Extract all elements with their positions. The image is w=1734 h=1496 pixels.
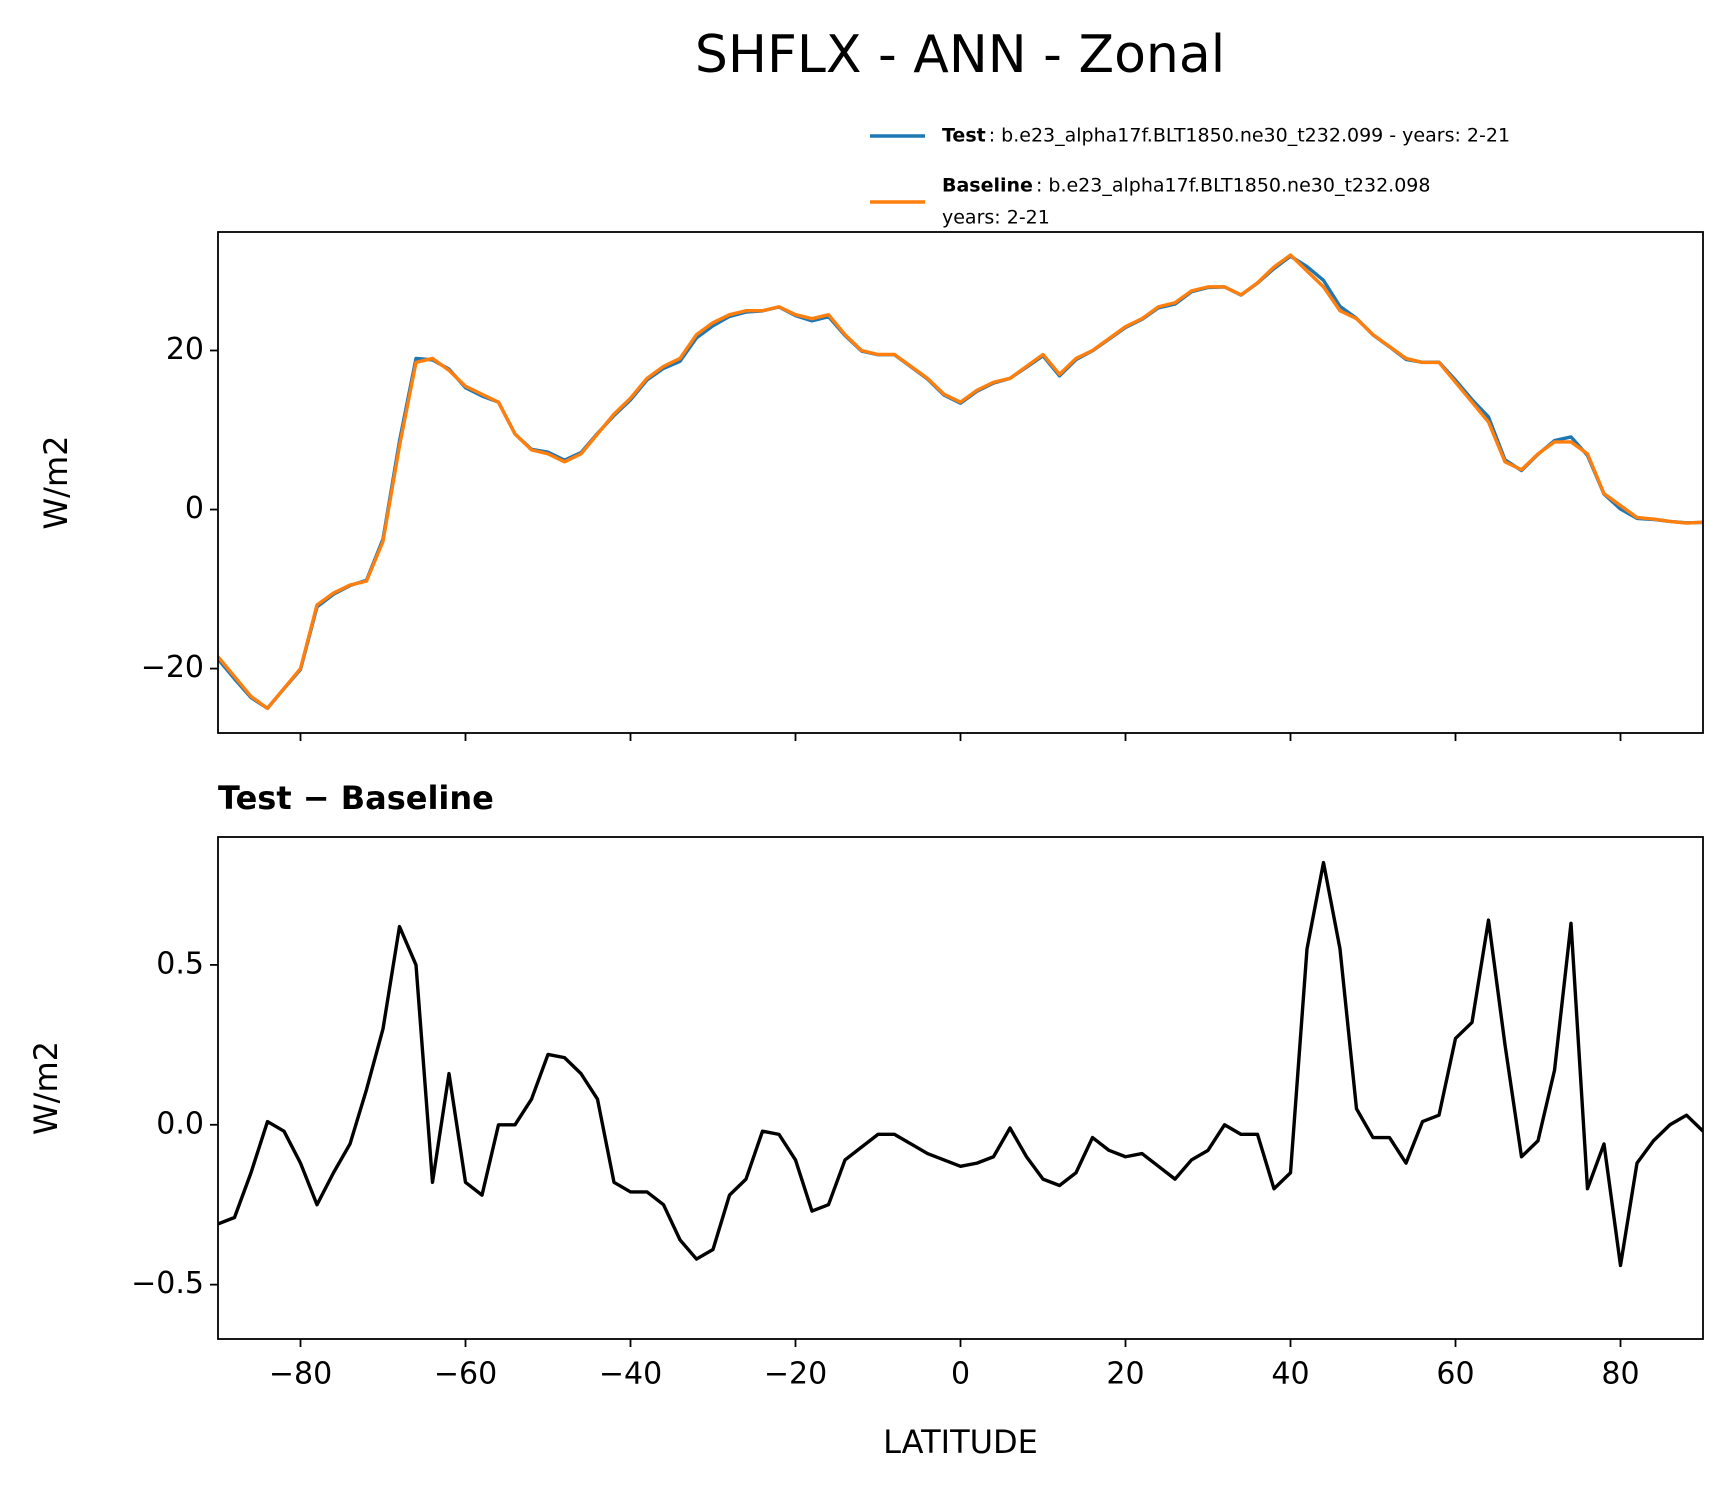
axes-frame [217, 836, 1704, 1340]
y-axis-label: W/m2 [27, 1041, 65, 1135]
y-tick-label: −0.5 [131, 1266, 204, 1301]
x-tick-label: 20 [1106, 1357, 1144, 1392]
y-tick-label: 20 [166, 332, 204, 367]
legend-text: : b.e23_alpha17f.BLT1850.ne30_t232.098 [1036, 175, 1431, 197]
legend-name: Test [942, 125, 986, 147]
x-axis-label: LATITUDE [883, 1423, 1038, 1461]
legend-text: years: 2-21 [942, 207, 1050, 229]
legend-name: Baseline [942, 175, 1033, 197]
x-tick-label: 80 [1601, 1357, 1639, 1392]
legend-text: : b.e23_alpha17f.BLT1850.ne30_t232.099 -… [989, 125, 1510, 147]
x-tick-label: 40 [1271, 1357, 1309, 1392]
y-tick-label: 0.0 [156, 1106, 204, 1141]
axes-frame [217, 231, 1704, 734]
x-tick-label: −60 [434, 1357, 497, 1392]
x-tick-label: 0 [951, 1357, 970, 1392]
y-axis-label: W/m2 [37, 436, 75, 530]
data-line [218, 253, 1703, 711]
x-tick-label: 60 [1436, 1357, 1474, 1392]
figure-title: SHFLX - ANN - Zonal [695, 25, 1225, 85]
x-tick-label: −20 [764, 1357, 827, 1392]
y-tick-label: −20 [141, 650, 204, 685]
x-tick-label: −40 [599, 1357, 662, 1392]
data-line [218, 860, 1703, 1268]
panel-title: Test − Baseline [218, 779, 494, 817]
y-tick-label: 0 [185, 491, 204, 526]
x-tick-label: −80 [269, 1357, 332, 1392]
y-tick-label: 0.5 [156, 946, 204, 981]
